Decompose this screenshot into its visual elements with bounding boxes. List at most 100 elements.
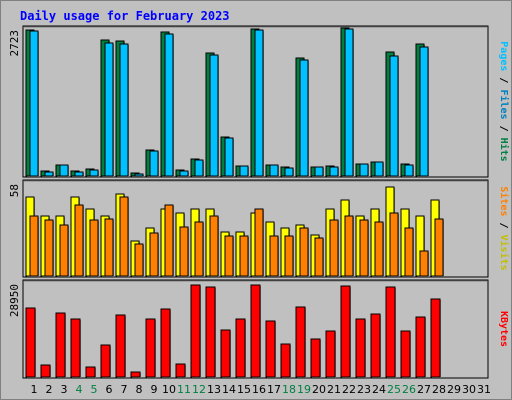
bar-files-day-10 [164,33,174,177]
bar-files-day-7 [119,43,129,177]
bar-kbytes-day-17 [265,320,276,378]
bar-kbytes-day-23 [355,318,366,378]
bar-kbytes-day-8 [130,371,141,378]
bar-kbytes-day-7 [115,314,126,378]
x-tick-label: 20 [312,383,326,396]
bar-kbytes-day-18 [280,343,291,378]
bar-files-day-1 [29,30,39,177]
bar-files-day-26 [404,164,414,177]
bar-sites-day-11 [179,226,189,277]
x-tick-label: 16 [252,383,266,396]
bar-files-day-17 [269,164,279,177]
series-label-part: Hits [498,138,510,162]
bar-kbytes-day-11 [175,363,186,378]
bar-sites-day-15 [239,235,249,277]
bar-sites-day-22 [344,215,354,277]
bar-kbytes-day-26 [400,330,411,378]
bar-files-day-12 [194,159,204,177]
bar-sites-day-9 [149,232,159,277]
bar-sites-day-21 [329,219,339,277]
bar-files-day-6 [104,42,114,177]
bar-files-day-22 [344,28,354,177]
x-tick-label: 18 [282,383,296,396]
bar-kbytes-day-10 [160,308,171,378]
x-tick-label: 6 [106,383,113,396]
bar-kbytes-day-9 [145,318,156,378]
bar-files-day-20 [314,166,324,177]
bar-sites-day-17 [269,235,279,277]
bar-files-day-3 [59,164,69,177]
x-tick-label: 17 [267,383,281,396]
x-tick-label: 30 [462,383,476,396]
x-tick-label: 2 [46,383,53,396]
bar-files-day-24 [374,161,384,177]
x-tick-label: 24 [372,383,386,396]
x-tick-label: 22 [342,383,356,396]
panel-max-label: 28950 [8,284,21,317]
series-files [29,28,429,177]
bar-kbytes-day-19 [295,306,306,378]
bar-sites-day-20 [314,237,324,277]
bar-files-day-16 [254,29,264,177]
bar-files-day-18 [284,167,294,177]
x-tick-label: 9 [151,383,158,396]
bar-sites-day-16 [254,208,264,277]
panel-visits-sites: 58 Sites / Visits [8,179,510,278]
bar-sites-day-2 [44,219,54,277]
x-axis: 1 2 3 4 5 6 7 8 9 10 11 12 13 14 15 16 17 18 19 20 21 22 23 24 2… [31,383,492,396]
bar-sites-day-6 [104,218,114,277]
series-label-part: Visits [498,235,510,271]
x-tick-label: 21 [327,383,341,396]
bar-kbytes-day-13 [205,286,216,378]
chart-title: Daily usage for February 2023 [20,9,230,23]
panel-series-label: Pages / Files / Hits [498,41,510,161]
bar-kbytes-day-6 [100,344,111,378]
panel-series-label: Sites / Visits [498,186,510,270]
bar-kbytes-day-12 [190,284,201,378]
bar-kbytes-day-5 [85,366,96,378]
bar-files-day-8 [134,173,144,177]
bar-files-day-19 [299,59,309,177]
bar-files-day-9 [149,150,159,177]
x-tick-label: 15 [237,383,251,396]
x-tick-label: 26 [402,383,416,396]
bar-kbytes-day-21 [325,330,336,378]
bar-sites-day-25 [389,212,399,277]
bar-kbytes-day-2 [40,364,51,378]
panel-max-label: 2723 [8,30,21,57]
x-tick-label: 27 [417,383,431,396]
x-tick-label: 10 [162,383,176,396]
chart-panels: 2723 Pages / Files / Hits 58 Sites / Visits… [8,25,510,379]
bar-sites-day-24 [374,221,384,277]
bar-sites-day-3 [59,224,69,277]
bar-files-day-15 [239,165,249,177]
bar-files-day-5 [89,169,99,177]
series-label-part: Sites [498,186,510,216]
bar-sites-day-4 [74,204,84,277]
bar-files-day-4 [74,171,84,177]
bar-files-day-25 [389,55,399,177]
x-tick-label: 29 [447,383,461,396]
series-label-part: / [498,216,509,234]
panel-series-label: KBytes [498,311,509,347]
series-sites [29,196,444,277]
bar-sites-day-8 [134,243,144,277]
series-kbytes [25,284,441,378]
panel-max-label: 58 [8,184,21,197]
x-tick-label: 11 [177,383,191,396]
bar-sites-day-12 [194,221,204,277]
bar-files-day-11 [179,170,189,177]
bar-files-day-13 [209,54,219,177]
bar-kbytes-day-28 [430,298,441,378]
bar-kbytes-day-25 [385,286,396,378]
x-tick-label: 28 [432,383,446,396]
series-label-part: Pages [498,41,509,71]
x-tick-label: 5 [91,383,98,396]
bar-sites-day-5 [89,219,99,277]
bar-sites-day-7 [119,196,129,277]
x-tick-label: 7 [121,383,128,396]
panel-kbytes: 28950 KBytes [8,279,509,379]
bar-kbytes-day-22 [340,285,351,378]
bar-sites-day-27 [419,250,429,277]
bar-sites-day-28 [434,218,444,277]
